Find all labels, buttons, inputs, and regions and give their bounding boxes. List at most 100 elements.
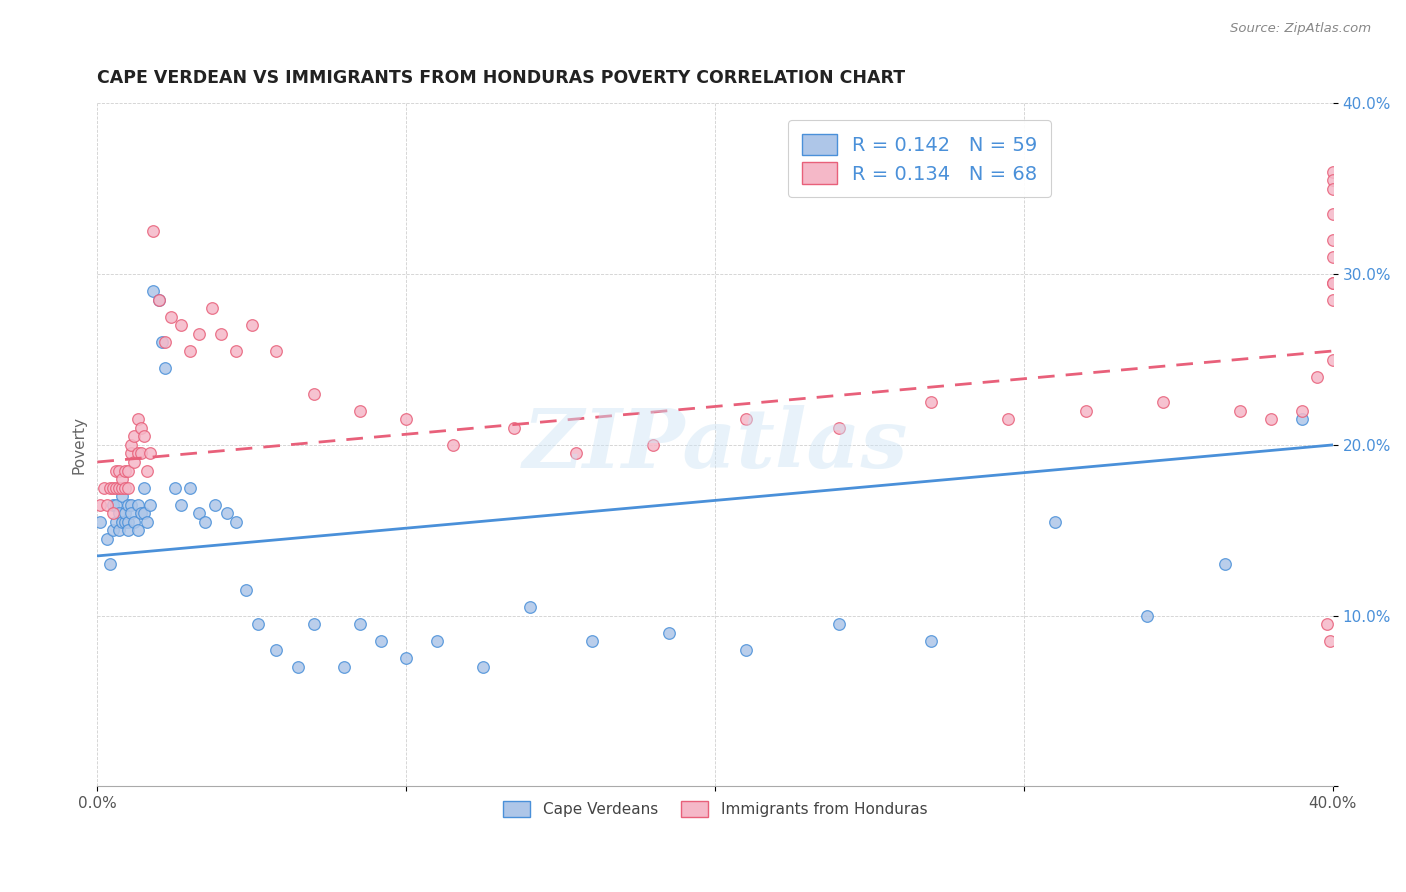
Point (127, 498, 149, 512)
Point (98, 558, 121, 572)
Point (997, 412, 1019, 426)
Point (1322, 182, 1344, 196)
Point (142, 284, 165, 298)
Point (1291, 412, 1313, 426)
Legend: Cape Verdeans, Immigrants from Honduras: Cape Verdeans, Immigrants from Honduras (496, 795, 934, 823)
Point (127, 446, 149, 460)
Point (735, 412, 758, 426)
Point (124, 515, 146, 529)
Point (302, 386, 325, 401)
Point (120, 438, 142, 452)
Point (349, 617, 371, 632)
Point (565, 446, 588, 460)
Point (395, 412, 418, 426)
Point (1213, 558, 1236, 572)
Point (120, 506, 142, 520)
Point (139, 446, 162, 460)
Point (1306, 369, 1329, 384)
Point (101, 506, 124, 520)
Point (643, 438, 665, 452)
Point (117, 481, 139, 495)
Point (114, 515, 136, 529)
Point (132, 481, 155, 495)
Point (124, 455, 146, 469)
Point (225, 343, 247, 358)
Point (132, 506, 155, 520)
Point (472, 660, 495, 674)
Point (503, 421, 526, 435)
Point (104, 464, 127, 478)
Point (1074, 403, 1097, 417)
Point (117, 515, 139, 529)
Point (395, 651, 418, 665)
Point (170, 318, 193, 333)
Point (120, 446, 142, 460)
Point (209, 326, 232, 341)
Point (93, 481, 115, 495)
Text: CAPE VERDEAN VS IMMIGRANTS FROM HONDURAS POVERTY CORRELATION CHART: CAPE VERDEAN VS IMMIGRANTS FROM HONDURAS… (97, 69, 905, 87)
Text: ZIPatlas: ZIPatlas (522, 405, 908, 485)
Point (150, 335, 173, 350)
Point (188, 506, 211, 520)
Point (111, 481, 134, 495)
Point (89, 515, 111, 529)
Point (98, 481, 121, 495)
Point (111, 515, 134, 529)
Point (155, 335, 177, 350)
Point (179, 343, 201, 358)
Point (104, 515, 127, 529)
Point (519, 600, 541, 615)
Point (225, 515, 247, 529)
Point (1322, 173, 1344, 187)
Point (111, 472, 134, 486)
Point (101, 524, 124, 538)
Text: Source: ZipAtlas.com: Source: ZipAtlas.com (1230, 22, 1371, 36)
Point (117, 524, 139, 538)
Point (89, 498, 111, 512)
Point (108, 506, 131, 520)
Point (1322, 233, 1344, 247)
Point (148, 293, 170, 307)
Point (370, 634, 392, 648)
Point (114, 506, 136, 520)
Point (124, 429, 146, 443)
Point (441, 438, 464, 452)
Point (827, 421, 849, 435)
Point (266, 343, 288, 358)
Point (1043, 515, 1066, 529)
Point (426, 634, 449, 648)
Point (96, 498, 118, 512)
Point (129, 446, 152, 460)
Point (1136, 608, 1159, 623)
Point (920, 634, 942, 648)
Y-axis label: Poverty: Poverty (72, 416, 86, 474)
Point (1322, 276, 1344, 290)
Point (170, 498, 193, 512)
Point (1291, 403, 1313, 417)
Point (235, 583, 257, 598)
Point (658, 625, 681, 640)
Point (1322, 293, 1344, 307)
Point (1319, 634, 1341, 648)
Point (1152, 395, 1174, 409)
Point (101, 481, 124, 495)
Point (1260, 412, 1282, 426)
Point (240, 318, 263, 333)
Point (111, 489, 134, 503)
Point (101, 498, 124, 512)
Point (1322, 164, 1344, 178)
Point (349, 403, 371, 417)
Point (194, 515, 217, 529)
Point (127, 524, 149, 538)
Point (1322, 207, 1344, 221)
Point (735, 643, 758, 657)
Point (129, 421, 152, 435)
Point (581, 634, 603, 648)
Point (302, 617, 325, 632)
Point (204, 498, 226, 512)
Point (827, 617, 849, 632)
Point (127, 412, 149, 426)
Point (135, 515, 157, 529)
Point (1322, 250, 1344, 264)
Point (179, 481, 201, 495)
